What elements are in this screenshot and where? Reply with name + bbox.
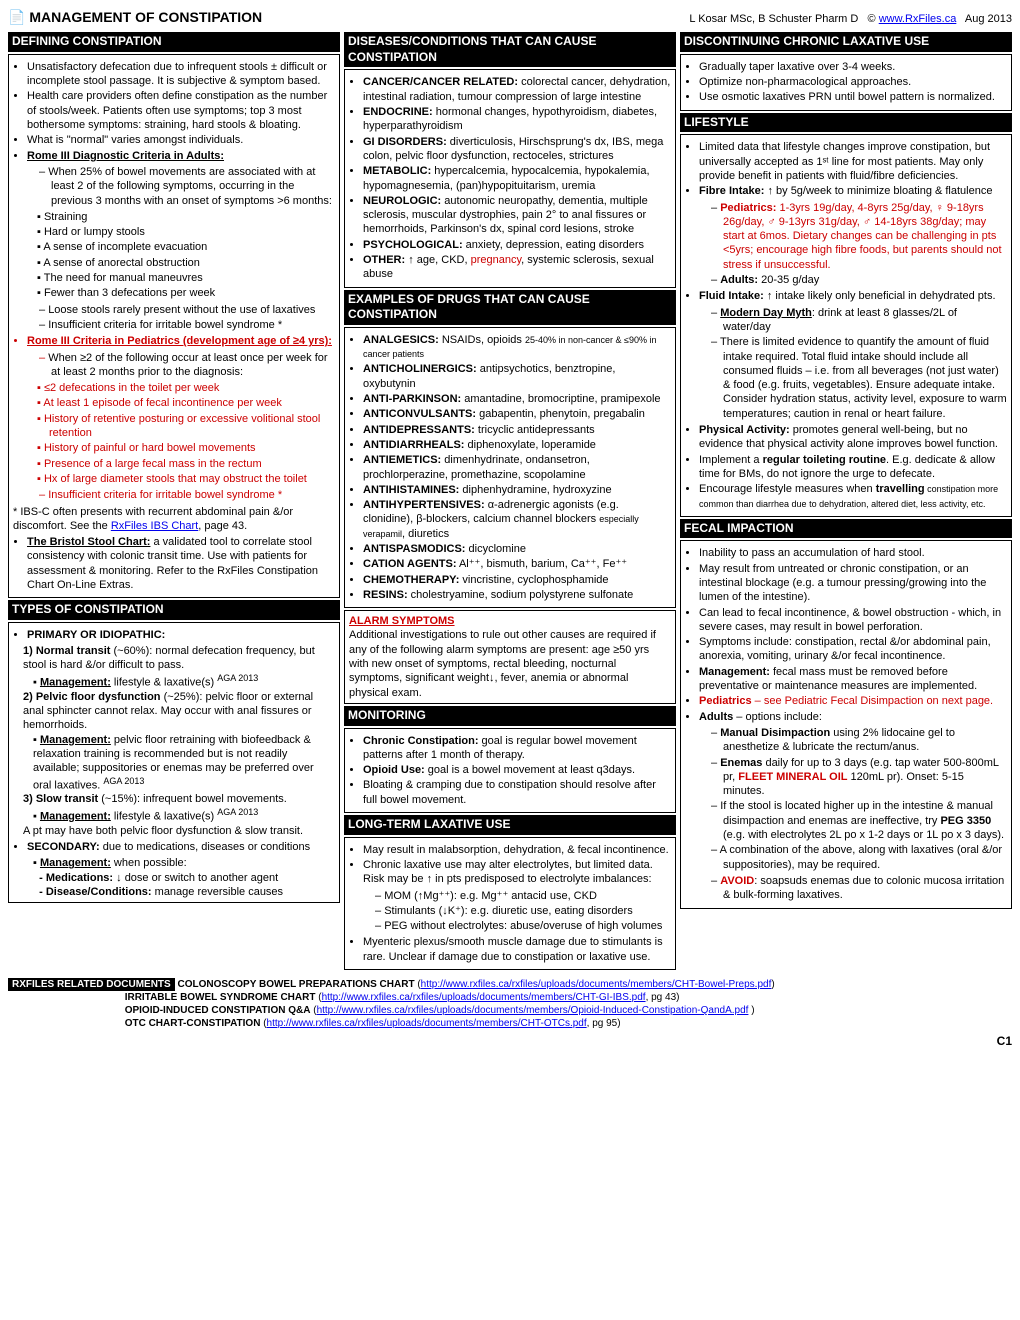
- alarm-header: ALARM SYMPTOMS: [349, 614, 671, 628]
- page-title: MANAGEMENT OF CONSTIPATION: [29, 9, 262, 25]
- longterm-header: LONG-TERM LAXATIVE USE: [344, 815, 676, 835]
- header-link[interactable]: www.RxFiles.ca: [879, 13, 957, 25]
- fecal-header: FECAL IMPACTION: [680, 519, 1012, 539]
- monitor-header: MONITORING: [344, 706, 676, 726]
- column-1: DEFINING CONSTIPATION Unsatisfactory def…: [8, 30, 340, 972]
- defining-header: DEFINING CONSTIPATION: [8, 32, 340, 52]
- defining-list: Unsatisfactory defecation due to infrequ…: [27, 60, 335, 503]
- drugs-header: EXAMPLES OF DRUGS THAT CAN CAUSE CONSTIP…: [344, 290, 676, 325]
- footer: RXFILES RELATED DOCUMENTS COLONOSCOPY BO…: [8, 978, 1012, 1030]
- column-2: DISEASES/CONDITIONS THAT CAN CAUSE CONST…: [344, 30, 676, 972]
- lifestyle-header: LIFESTYLE: [680, 113, 1012, 133]
- types-header: TYPES OF CONSTIPATION: [8, 600, 340, 620]
- diseases-header: DISEASES/CONDITIONS THAT CAN CAUSE CONST…: [344, 32, 676, 67]
- page-header: 📄 MANAGEMENT OF CONSTIPATION L Kosar MSc…: [8, 8, 1012, 26]
- disc-header: DISCONTINUING CHRONIC LAXATIVE USE: [680, 32, 1012, 52]
- column-3: DISCONTINUING CHRONIC LAXATIVE USE Gradu…: [680, 30, 1012, 972]
- ibs-link[interactable]: RxFiles IBS Chart: [111, 520, 198, 532]
- page-number: C1: [8, 1034, 1012, 1050]
